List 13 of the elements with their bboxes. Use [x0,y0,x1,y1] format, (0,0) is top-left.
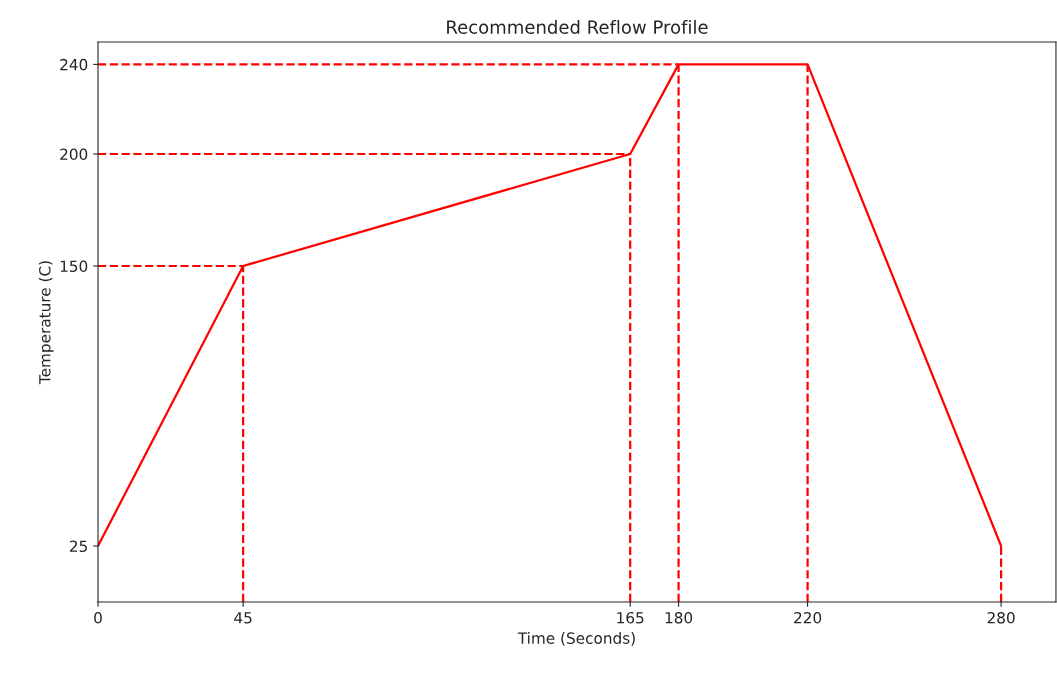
y-tick-label: 150 [60,260,88,273]
x-tick-label: 0 [94,611,102,624]
x-axis-title: Time (Seconds) [517,632,635,646]
y-tick-label: 200 [60,148,88,161]
y-axis-title: Temperature (C) [38,261,54,385]
x-tick-label: 280 [987,611,1015,624]
x-tick-label: 165 [617,611,644,624]
x-tick-label: 45 [234,612,252,624]
x-tick-label: 180 [665,611,693,624]
chart-title: Recommended Reflow Profile [447,19,708,34]
y-tick-label: 25 [69,540,87,553]
x-tick-label: 220 [794,611,822,624]
y-tick-label: 240 [60,58,88,71]
